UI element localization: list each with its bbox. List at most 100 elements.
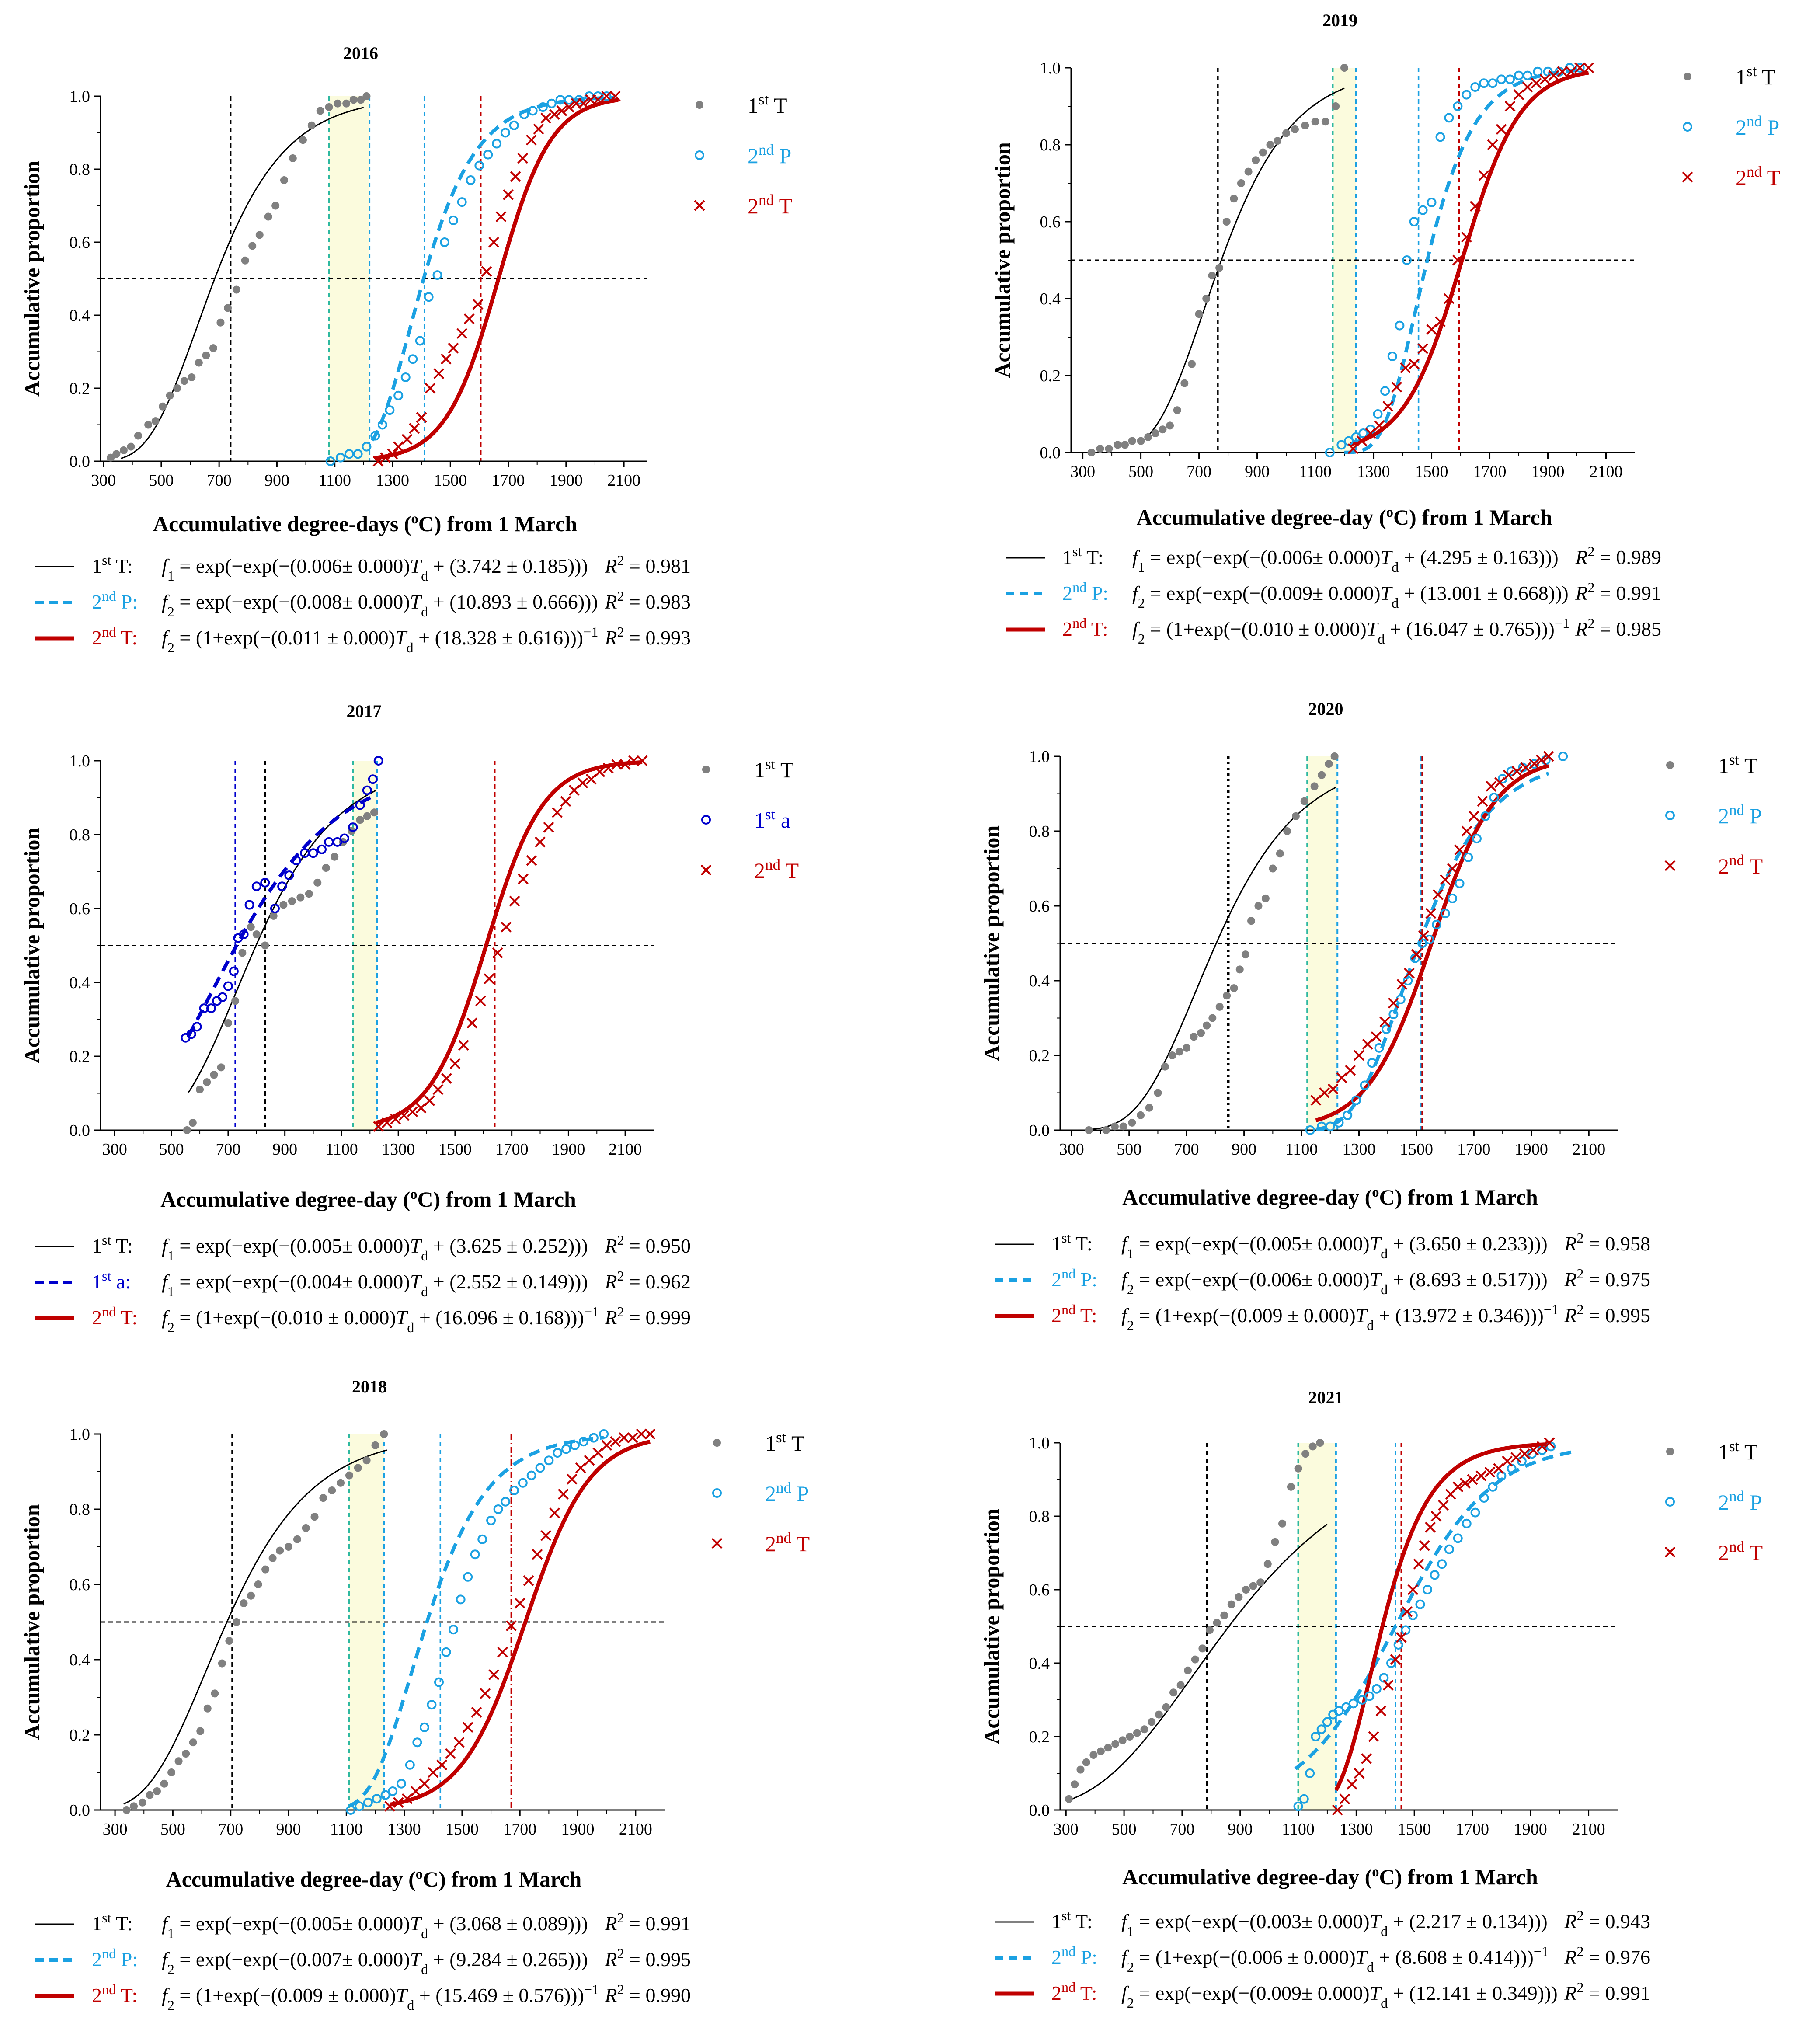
- data-point-second_T: [611, 759, 623, 770]
- data-point-second_P: [526, 1470, 536, 1480]
- data-point-first_T: [310, 1513, 319, 1521]
- data-point-second_T: [540, 112, 551, 124]
- data-point-second_T: [384, 1800, 395, 1812]
- x-axis-title: Accumulative degree-day (oC) from 1 Marc…: [1122, 1864, 1538, 1889]
- data-point-first_T: [1230, 984, 1238, 992]
- equation-r2: R2 = 0.981: [604, 552, 691, 577]
- data-point-second_T: [1496, 124, 1507, 135]
- data-point-second_T: [1361, 1753, 1372, 1764]
- data-point-second_T: [1528, 1445, 1539, 1456]
- data-point-first_T: [1256, 1578, 1265, 1587]
- fit-curve-second_T: [375, 760, 643, 1125]
- data-point-first_T: [296, 893, 305, 902]
- data-point-second_T: [1557, 66, 1568, 77]
- data-point-second_P: [1479, 1493, 1489, 1503]
- data-point-first_T: [167, 1768, 176, 1776]
- data-point-second_P: [599, 1429, 609, 1439]
- data-point-second_T: [627, 1432, 638, 1444]
- data-point-second_P: [427, 1700, 437, 1710]
- data-point-first_a: [244, 900, 254, 910]
- legend-marker-first_T: [1684, 73, 1691, 80]
- data-point-second_P: [466, 175, 476, 185]
- equation-formula: f1 = exp(−exp(−(0.005± 0.000)Td + (3.068…: [162, 1912, 588, 1941]
- data-point-first_T: [1291, 125, 1299, 133]
- data-point-second_P: [1325, 448, 1335, 457]
- legend-label-second_T: 2nd T: [1736, 163, 1780, 190]
- x-tick-label: 900: [264, 471, 289, 490]
- data-point-second_P: [1431, 919, 1441, 929]
- data-point-second_T: [1543, 751, 1554, 762]
- data-point-second_T: [1375, 1705, 1387, 1716]
- data-point-second_P: [353, 449, 363, 459]
- equation-r2: R2 = 0.995: [1564, 1302, 1650, 1326]
- data-point-first_T: [1071, 1780, 1079, 1789]
- data-point-first_T: [276, 1546, 284, 1555]
- data-point-second_P: [483, 150, 493, 160]
- legend-marker-first_T: [702, 766, 710, 773]
- legend-label-first_T: 1st T: [1718, 1438, 1758, 1465]
- data-point-second_P: [415, 336, 425, 346]
- data-point-second_P: [1343, 1110, 1353, 1120]
- data-point-second_T: [488, 237, 499, 248]
- x-tick-label: 1700: [1473, 463, 1507, 481]
- data-point-first_T: [1259, 148, 1267, 157]
- data-point-second_P: [1380, 386, 1390, 396]
- equation-label: 2nd P:: [1062, 579, 1108, 604]
- data-point-second_T: [1336, 1072, 1347, 1083]
- data-point-first_T: [280, 176, 288, 185]
- data-point-first_T: [1162, 1703, 1170, 1711]
- x-tick-label: 1100: [1299, 463, 1332, 481]
- data-point-second_T: [441, 1073, 452, 1084]
- data-point-second_T: [1411, 949, 1422, 960]
- data-point-first_T: [1215, 264, 1224, 272]
- data-point-second_P: [1371, 1684, 1382, 1694]
- data-point-second_P: [1418, 205, 1428, 215]
- y-tick-label: 0.2: [1040, 367, 1061, 385]
- data-point-first_T: [1311, 118, 1319, 126]
- data-point-first_a: [355, 800, 365, 810]
- x-tick-label: 700: [207, 471, 232, 490]
- data-point-second_P: [1299, 1794, 1309, 1804]
- data-point-second_T: [1484, 1466, 1496, 1478]
- data-point-first_T: [224, 1019, 232, 1027]
- legend-marker-second_P: [1665, 811, 1675, 820]
- data-point-second_P: [477, 1534, 487, 1544]
- data-point-second_T: [1368, 1731, 1379, 1742]
- data-point-first_T: [180, 377, 188, 385]
- equation-label: 2nd T:: [1051, 1979, 1097, 2004]
- data-point-second_T: [1413, 1558, 1424, 1570]
- data-point-first_T: [1104, 1744, 1112, 1752]
- data-point-second_T: [393, 1797, 404, 1808]
- y-tick-label: 0.2: [1029, 1047, 1050, 1065]
- y-tick-label: 0.6: [70, 1576, 90, 1594]
- legend-marker-second_T: [700, 864, 712, 876]
- data-point-second_T: [1407, 1584, 1419, 1595]
- data-point-first_T: [225, 1637, 233, 1645]
- y-axis-title: Accumulative proportion: [20, 1504, 44, 1740]
- data-point-second_P: [1325, 1121, 1335, 1131]
- data-point-second_T: [533, 123, 544, 135]
- data-point-second_P: [449, 1625, 459, 1635]
- data-point-first_T: [1137, 1111, 1145, 1119]
- data-point-first_T: [269, 912, 278, 920]
- y-tick-label: 0.4: [70, 974, 90, 992]
- data-point-second_P: [385, 405, 395, 415]
- data-point-first_a: [217, 992, 227, 1002]
- data-point-second_T: [1425, 1521, 1436, 1533]
- data-point-first_T: [107, 453, 115, 462]
- data-point-second_T: [549, 109, 560, 120]
- legend-marker-second_P: [1665, 1497, 1675, 1507]
- data-point-second_T: [535, 836, 546, 848]
- equation-formula: f2 = (1+exp(−(0.009 ± 0.000)Td + (13.972…: [1121, 1302, 1559, 1333]
- data-point-first_T: [1128, 437, 1136, 445]
- data-point-second_P: [1453, 1533, 1463, 1543]
- data-point-first_T: [289, 154, 297, 162]
- y-tick-label: 0.6: [1029, 897, 1050, 916]
- data-point-first_T: [1151, 429, 1159, 437]
- data-point-second_T: [1459, 1477, 1471, 1489]
- data-point-first_a: [260, 877, 270, 888]
- x-tick-label: 2100: [1572, 1820, 1605, 1838]
- y-axis-title: Accumulative proportion: [979, 1508, 1004, 1744]
- data-point-second_T: [1454, 844, 1465, 856]
- data-point-second_P: [400, 372, 411, 382]
